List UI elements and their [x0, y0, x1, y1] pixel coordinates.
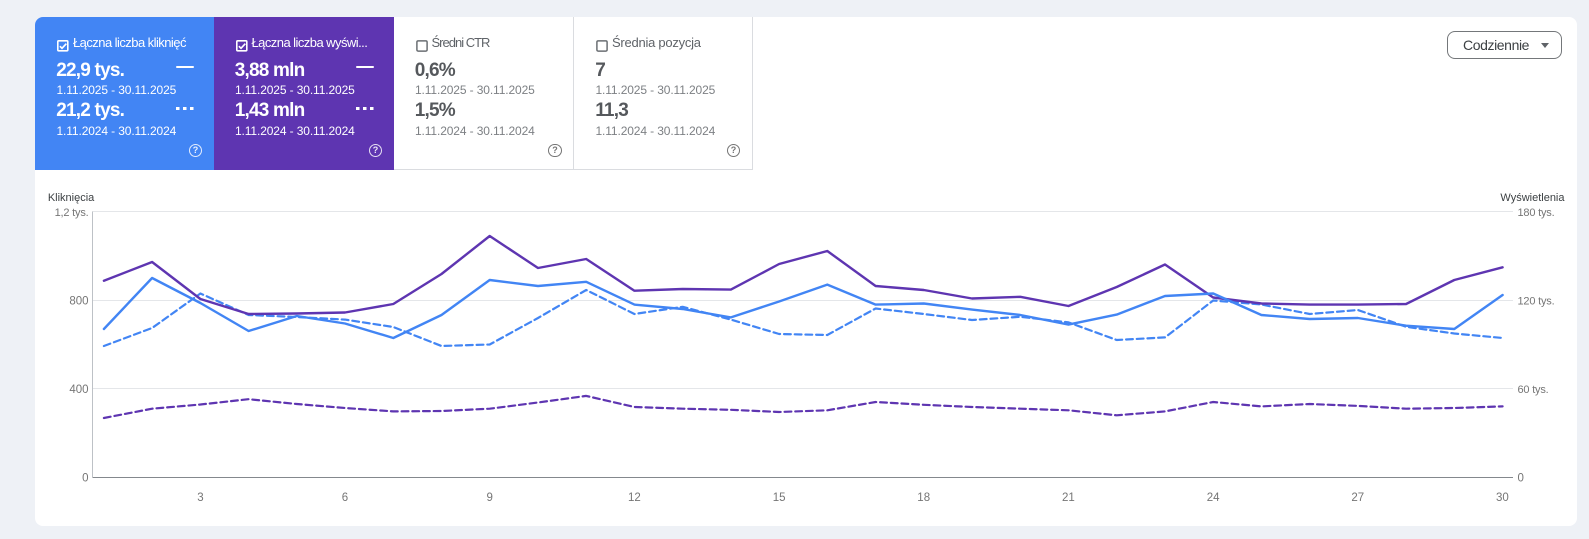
svg-text:6: 6 [342, 492, 348, 504]
svg-text:60 tys.: 60 tys. [1518, 384, 1549, 396]
svg-text:Wyświetlenia: Wyświetlenia [1500, 192, 1565, 204]
svg-text:400: 400 [69, 384, 88, 396]
svg-text:Kliknięcia: Kliknięcia [48, 192, 95, 204]
svg-text:30: 30 [1496, 492, 1509, 504]
svg-text:800: 800 [69, 295, 88, 307]
svg-text:12: 12 [628, 492, 641, 504]
svg-text:24: 24 [1207, 492, 1220, 504]
svg-text:0: 0 [82, 472, 88, 484]
svg-text:15: 15 [773, 492, 786, 504]
svg-text:0: 0 [1518, 472, 1524, 484]
svg-text:3: 3 [197, 492, 203, 504]
svg-text:27: 27 [1351, 492, 1364, 504]
svg-text:18: 18 [917, 492, 930, 504]
svg-text:180 tys.: 180 tys. [1518, 207, 1555, 219]
svg-text:9: 9 [486, 492, 492, 504]
svg-text:21: 21 [1062, 492, 1075, 504]
svg-text:120 tys.: 120 tys. [1518, 295, 1555, 307]
svg-text:1,2 tys.: 1,2 tys. [55, 207, 89, 219]
